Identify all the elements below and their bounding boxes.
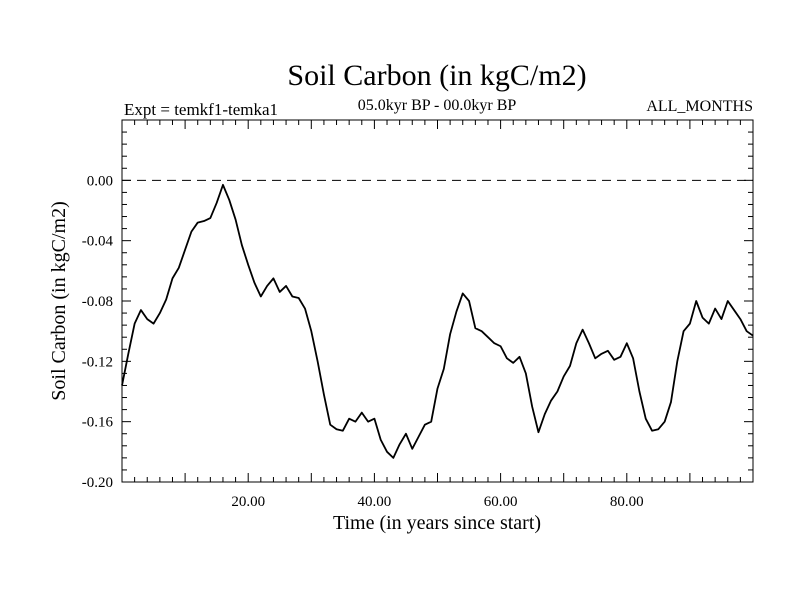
time-range-label: 05.0kyr BP - 00.0kyr BP [358, 97, 517, 114]
y-tick-label: -0.04 [82, 234, 114, 250]
x-tick-label: 80.00 [610, 494, 644, 510]
plot-frame [121, 119, 754, 483]
chart-title: Soil Carbon (in kgC/m2) [287, 59, 586, 92]
y-tick-label: -0.08 [82, 294, 113, 310]
axis-tick-labels: 20.00 40.00 60.00 80.00 0.00 -0.04 -0.08 -0.12 -… [82, 173, 644, 510]
x-tick-label: 40.00 [358, 494, 392, 510]
y-tick-label: -0.12 [82, 354, 113, 370]
experiment-label: Expt = temkf1-temka1 [124, 100, 278, 119]
y-axis-label: Soil Carbon (in kgC/m2) [48, 201, 70, 400]
x-tick-label: 20.00 [231, 494, 265, 510]
months-label: ALL_MONTHS [646, 98, 753, 115]
y-tick-label: -0.20 [82, 475, 113, 491]
axis-ticks [122, 119, 753, 483]
y-tick-label: -0.16 [82, 415, 114, 431]
x-axis-label: Time (in years since start) [333, 512, 541, 534]
soil-carbon-series-line [121, 183, 754, 459]
x-tick-label: 60.00 [484, 494, 518, 510]
y-tick-label: 0.00 [87, 173, 113, 189]
